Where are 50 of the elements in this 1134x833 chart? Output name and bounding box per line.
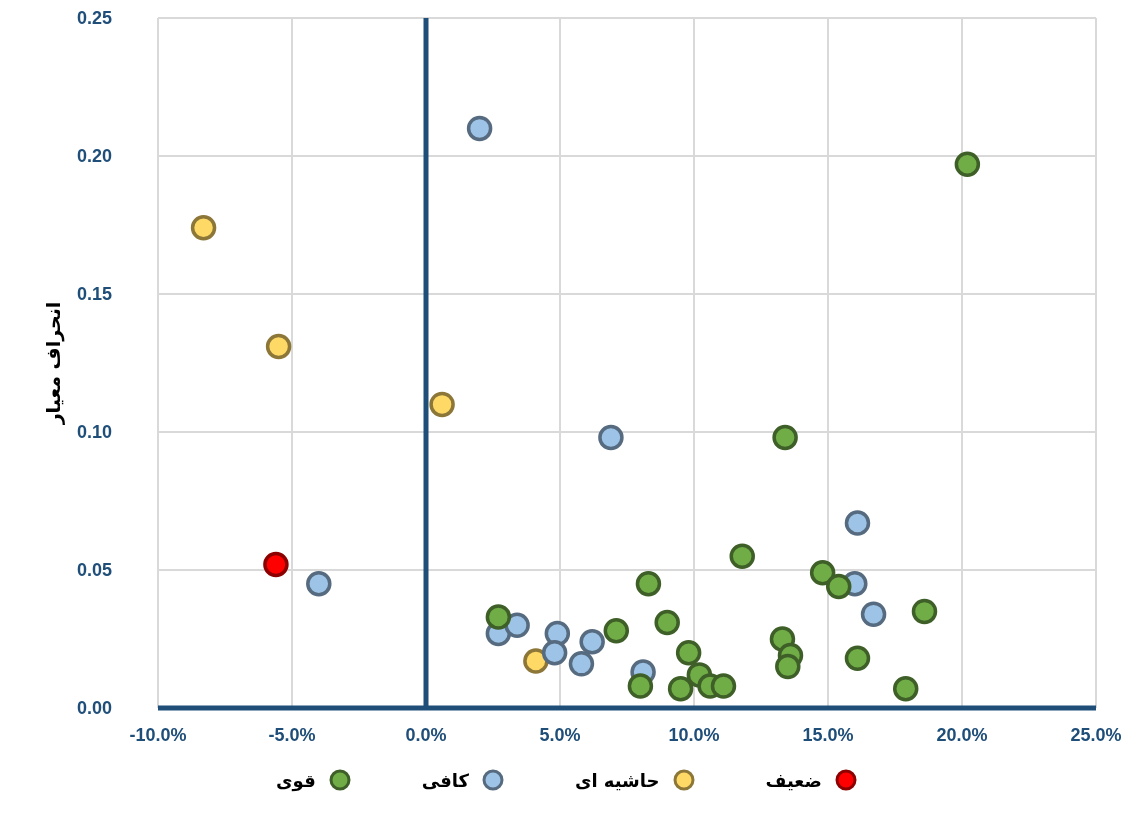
- point: [603, 617, 630, 644]
- point: [667, 675, 694, 702]
- point: [429, 391, 455, 418]
- point: [710, 673, 737, 699]
- point: [911, 598, 938, 625]
- x-tick-label: 0.0%: [405, 724, 447, 745]
- point: [568, 651, 595, 677]
- point: [523, 648, 549, 674]
- point: [775, 653, 801, 680]
- point: [579, 629, 605, 655]
- point: [466, 115, 493, 142]
- point: [729, 543, 755, 569]
- point: [598, 424, 624, 451]
- point: [954, 151, 981, 178]
- legend-label: قوی: [276, 769, 316, 791]
- y-tick-label: 0.00: [76, 698, 112, 719]
- point: [265, 333, 292, 360]
- y-tick-label: 0.25: [76, 8, 112, 29]
- point: [485, 604, 512, 630]
- y-axis-title: انحراف معیار: [41, 301, 65, 426]
- point: [263, 551, 289, 578]
- point: [190, 215, 217, 241]
- legend-label: کافی: [421, 769, 469, 791]
- x-tick-label: -5.0%: [268, 724, 316, 745]
- point: [860, 601, 887, 627]
- x-tick-label: 25.0%: [1070, 724, 1122, 745]
- point: [635, 571, 662, 597]
- point: [627, 673, 654, 699]
- x-tick-label: -10.0%: [129, 724, 187, 745]
- y-tick-label: 0.10: [76, 422, 112, 443]
- legend-label: ضعیف: [765, 769, 822, 791]
- x-tick-label: 5.0%: [539, 724, 581, 745]
- x-tick-label: 10.0%: [668, 724, 720, 745]
- x-tick-label: 15.0%: [802, 724, 854, 745]
- point: [772, 424, 798, 451]
- point: [892, 675, 919, 702]
- point: [844, 510, 871, 536]
- y-tick-label: 0.15: [76, 284, 112, 305]
- y-tick-label: 0.05: [76, 560, 112, 581]
- point: [809, 560, 836, 586]
- point: [306, 571, 332, 597]
- y-tick-label: 0.20: [76, 146, 112, 167]
- point: [541, 640, 568, 666]
- legend-label: حاشیه ای: [574, 769, 660, 791]
- point: [504, 612, 530, 638]
- point: [825, 573, 852, 600]
- point: [654, 609, 680, 636]
- point: [675, 640, 702, 666]
- point: [844, 645, 871, 672]
- x-tick-label: 20.0%: [936, 724, 988, 745]
